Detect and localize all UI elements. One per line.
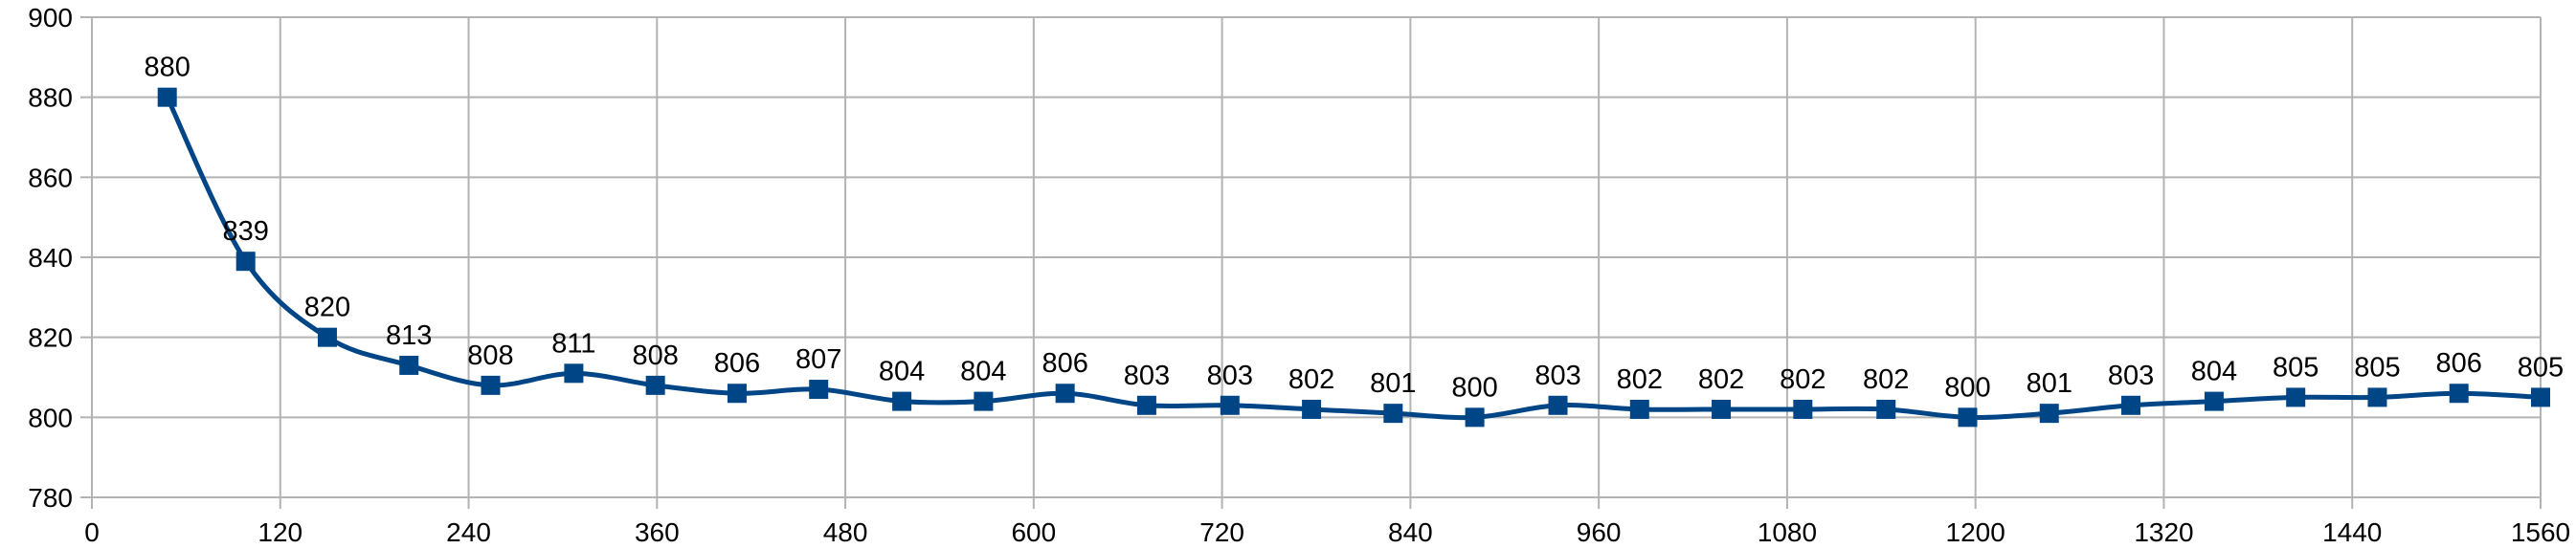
x-tick-label: 1200 [1946, 517, 2005, 547]
data-point [1465, 407, 1485, 428]
data-label: 801 [2027, 368, 2072, 399]
data-label: 805 [2273, 352, 2318, 383]
data-label: 803 [1534, 361, 1580, 391]
x-tick-label: 600 [1011, 517, 1056, 547]
data-point [1302, 399, 1322, 419]
data-labels: 880 839 820 813 808 811 808 806 807 804 804 806 803 8… [145, 53, 2565, 404]
data-label: 803 [1207, 361, 1253, 391]
data-label: 803 [2108, 361, 2154, 391]
data-label: 804 [960, 357, 1006, 387]
data-point [2449, 384, 2469, 404]
data-label: 807 [795, 344, 841, 375]
data-label: 802 [1863, 364, 1909, 395]
y-axis-ticks: 780 800 820 840 860 880 900 [28, 3, 73, 513]
data-point [157, 87, 177, 107]
axes [80, 16, 2542, 509]
x-tick-label: 120 [258, 517, 302, 547]
data-label: 801 [1370, 368, 1416, 399]
data-point [1136, 395, 1156, 415]
data-label: 839 [222, 216, 268, 247]
data-label: 808 [467, 340, 513, 371]
y-tick-label: 880 [28, 83, 73, 113]
data-label: 806 [1042, 348, 1087, 379]
x-tick-label: 1560 [2511, 517, 2570, 547]
data-label: 804 [879, 357, 925, 387]
data-point [1548, 395, 1568, 415]
data-point [2367, 387, 2387, 407]
data-label: 806 [714, 348, 760, 379]
x-axis-ticks: 0 120 240 360 480 600 720 840 960 1080 1200 1320 144… [84, 517, 2570, 547]
y-tick-label: 820 [28, 323, 73, 353]
data-point [2286, 387, 2306, 407]
data-label: 802 [1617, 364, 1663, 395]
data-point [1220, 395, 1240, 415]
y-tick-label: 780 [28, 483, 73, 513]
x-tick-label: 960 [1577, 517, 1622, 547]
y-tick-label: 860 [28, 163, 73, 192]
x-tick-label: 240 [446, 517, 491, 547]
data-point [2531, 387, 2550, 407]
data-point [235, 252, 256, 272]
data-point [974, 391, 994, 411]
data-point [727, 384, 747, 404]
data-label: 802 [1780, 364, 1826, 395]
data-label: 802 [1288, 364, 1334, 395]
data-point [2204, 391, 2224, 411]
x-tick-label: 840 [1388, 517, 1433, 547]
data-point [564, 363, 584, 384]
data-label: 820 [304, 293, 350, 323]
data-label: 813 [386, 320, 432, 351]
x-tick-label: 480 [823, 517, 868, 547]
x-tick-label: 720 [1199, 517, 1244, 547]
y-tick-label: 800 [28, 403, 73, 432]
data-label: 805 [2354, 352, 2400, 383]
data-point [1055, 384, 1075, 404]
data-point [481, 375, 501, 395]
x-tick-label: 1320 [2134, 517, 2193, 547]
x-tick-label: 0 [84, 517, 100, 547]
data-label: 800 [1451, 372, 1497, 403]
y-tick-label: 840 [28, 243, 73, 273]
data-point [1383, 404, 1403, 424]
data-label: 805 [2518, 352, 2564, 383]
data-label: 880 [145, 53, 190, 83]
data-point [1876, 399, 1896, 419]
x-tick-label: 1440 [2322, 517, 2382, 547]
data-point [1958, 407, 1978, 428]
data-label: 803 [1124, 361, 1170, 391]
data-point [1629, 399, 1649, 419]
data-point [2039, 404, 2059, 424]
data-point [892, 391, 912, 411]
x-tick-label: 360 [635, 517, 680, 547]
data-label: 804 [2191, 357, 2237, 387]
grid [91, 16, 2542, 498]
data-label: 800 [1944, 372, 1990, 403]
y-tick-label: 900 [28, 3, 73, 33]
data-point [317, 327, 337, 347]
data-label: 802 [1698, 364, 1744, 395]
data-label: 808 [632, 340, 678, 371]
data-point [399, 355, 419, 375]
data-label: 806 [2436, 348, 2482, 379]
data-point [809, 380, 829, 400]
markers [157, 87, 2550, 428]
data-point [645, 375, 665, 395]
data-label: 811 [551, 328, 595, 359]
x-tick-label: 1080 [1758, 517, 1817, 547]
data-point [1712, 399, 1732, 419]
data-point [1793, 399, 1813, 419]
data-point [2121, 395, 2141, 415]
